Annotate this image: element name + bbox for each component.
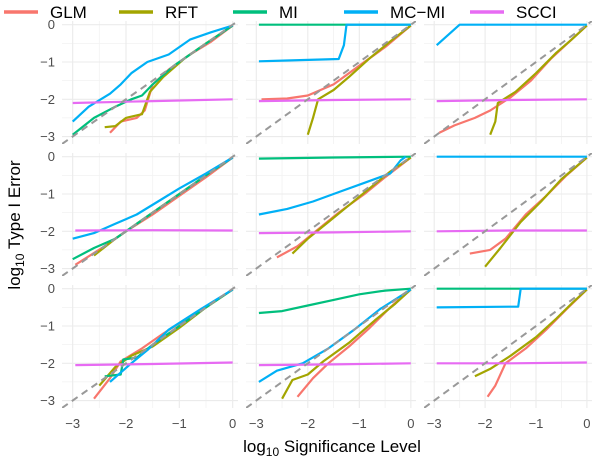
series-line [489, 24, 588, 136]
series-line [474, 288, 588, 378]
identity-line [424, 21, 592, 144]
y-axis-title: log10 Type I Error [5, 160, 27, 290]
y-tick-label: −2 [40, 224, 55, 239]
series-line [281, 288, 412, 400]
legend-label: SCCI [516, 3, 557, 22]
series-line [72, 156, 234, 261]
legend-item: MC−MI [344, 3, 445, 22]
x-tick-label: 0 [229, 416, 236, 431]
panel-r1-c2 [246, 21, 416, 144]
series-line [306, 24, 412, 136]
series-line [486, 288, 588, 398]
y-tick-label: 0 [48, 149, 55, 164]
panel-plot [246, 153, 416, 276]
series-line [93, 288, 234, 400]
legend: GLM RFT MI MC−MI SCCI [4, 3, 557, 22]
y-tick-label: 0 [48, 281, 55, 296]
y-tick-label: −3 [40, 129, 55, 144]
legend-item: SCCI [470, 3, 557, 22]
panel-r1-c1 [62, 21, 238, 144]
panel-r3-c1 [62, 285, 238, 408]
identity-line [246, 285, 416, 408]
series-line [291, 156, 412, 255]
series-line [258, 155, 411, 160]
x-tick-label: −2 [300, 416, 315, 431]
series-line [72, 156, 234, 240]
axes: 0 −1 −2 −3 0 −1 −2 −3 −3 −2 −1 0 0 −1 −2 −3 −3 −2 −1 0 −3 −2 −… [40, 17, 590, 431]
series-line [436, 361, 587, 365]
series-line [75, 361, 233, 367]
x-axis-title: log10 Significance Level [243, 437, 421, 459]
series-line [258, 23, 411, 63]
series-line [435, 23, 587, 47]
identity-line [62, 21, 238, 144]
series-line [258, 230, 411, 235]
identity-line [246, 21, 416, 144]
series-line [258, 362, 411, 367]
y-tick-label: −3 [40, 261, 55, 276]
y-tick-label: 0 [48, 17, 55, 32]
series-line [71, 24, 234, 123]
x-tick-label: 0 [407, 416, 414, 431]
y-tick-label: −3 [40, 393, 55, 408]
panel-r2-c1 [62, 153, 238, 276]
series-line [258, 98, 411, 103]
series-line [436, 98, 587, 103]
panel-plot [246, 21, 416, 144]
x-tick-label: −1 [529, 416, 544, 431]
series-line [261, 24, 412, 101]
panel-plot [62, 285, 238, 408]
identity-line [424, 153, 592, 276]
y-tick-label: −2 [40, 356, 55, 371]
x-tick-label: −1 [352, 416, 367, 431]
series-line [436, 229, 587, 233]
y-tick-label: −1 [40, 55, 55, 70]
identity-line [424, 285, 592, 408]
x-tick-label: −2 [119, 416, 134, 431]
series-line [258, 155, 407, 216]
y-tick-label: −1 [40, 319, 55, 334]
y-tick-label: −2 [40, 92, 55, 107]
x-tick-label: −2 [478, 416, 493, 431]
series-line [484, 156, 588, 268]
series-line [436, 287, 587, 309]
x-tick-label: −3 [427, 416, 442, 431]
legend-item: MI [233, 3, 298, 22]
panel-plot [62, 153, 238, 276]
panel-r2-c2 [246, 153, 416, 276]
legend-label: GLM [50, 3, 87, 22]
x-tick-label: 0 [583, 416, 590, 431]
panel-r1-c3 [424, 21, 592, 144]
panel-plot [246, 285, 416, 408]
x-tick-label: −3 [65, 416, 80, 431]
panel-plot [62, 21, 238, 144]
series-line [72, 98, 233, 105]
series-line [258, 287, 411, 315]
x-tick-label: −1 [172, 416, 187, 431]
legend-label: MC−MI [390, 3, 445, 22]
legend-label: MI [279, 3, 298, 22]
series-line [109, 288, 234, 383]
legend-item: RFT [119, 3, 198, 22]
panel-plot [424, 21, 592, 144]
legend-item: GLM [4, 3, 87, 22]
x-tick-label: −3 [249, 416, 264, 431]
panel-plot [424, 153, 592, 276]
panel-r2-c3 [424, 153, 592, 276]
legend-label: RFT [165, 3, 198, 22]
panel-r3-c3 [424, 285, 592, 408]
y-tick-label: −1 [40, 187, 55, 202]
panels-grid [62, 21, 592, 408]
identity-line [246, 153, 416, 276]
panel-plot [424, 285, 592, 408]
panel-r3-c2 [246, 285, 416, 408]
